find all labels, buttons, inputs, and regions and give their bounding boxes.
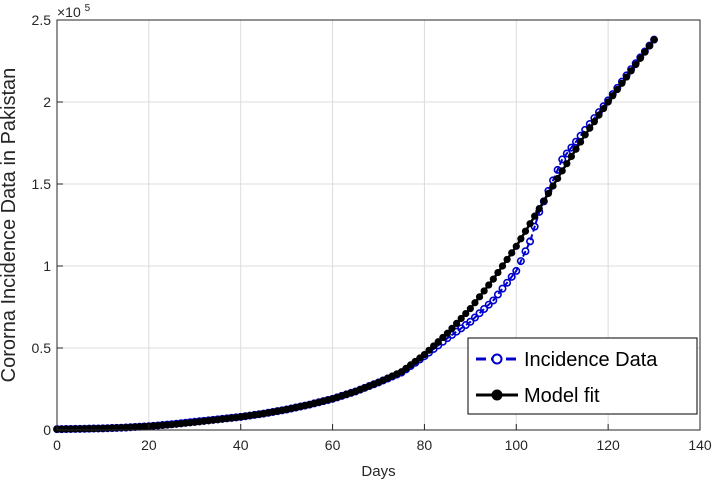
data-point: [489, 275, 497, 283]
y-tick-label: 1: [43, 258, 51, 274]
data-point: [448, 324, 456, 332]
data-point: [489, 296, 498, 305]
data-point: [558, 155, 567, 164]
x-tick-label: 80: [417, 437, 433, 453]
data-point: [586, 124, 594, 132]
data-point: [563, 160, 571, 168]
y-tick-label: 2.5: [32, 12, 52, 28]
data-point: [503, 278, 512, 287]
y-axis-title: Cororna Incidence Data in Pakistan: [0, 68, 20, 383]
data-point: [613, 85, 621, 94]
data-point: [540, 197, 548, 205]
data-point: [627, 67, 635, 75]
legend-label: Incidence Data: [524, 349, 658, 371]
x-tick-label: 60: [325, 437, 341, 453]
data-point: [595, 111, 603, 119]
data-point: [485, 281, 493, 289]
data-point: [475, 309, 484, 318]
data-point: [462, 309, 470, 318]
data-point: [609, 92, 617, 100]
data-point: [475, 293, 484, 301]
data-point: [645, 42, 654, 50]
legend-item: Incidence Data: [476, 349, 658, 371]
legend-item: Model fit: [476, 385, 600, 407]
data-point: [494, 268, 502, 277]
data-point: [641, 48, 649, 56]
data-point: [512, 242, 520, 250]
data-point: [567, 152, 576, 161]
data-point: [572, 145, 580, 153]
data-point: [544, 189, 553, 198]
data-point: [558, 167, 566, 175]
data-point: [622, 73, 631, 81]
data-point: [493, 290, 502, 299]
data-point: [576, 138, 585, 146]
x-tick-label: 140: [688, 437, 712, 453]
data-point: [457, 314, 465, 323]
data-point: [512, 266, 521, 275]
legend-box: [467, 337, 698, 415]
data-point: [636, 54, 644, 62]
data-point: [632, 61, 640, 69]
data-point: [434, 338, 442, 346]
y-tick-label: 2: [43, 94, 51, 110]
data-point: [517, 235, 525, 243]
data-point: [521, 227, 530, 235]
legend-marker: [491, 353, 503, 365]
data-point: [430, 342, 438, 350]
data-point: [498, 262, 507, 270]
data-point: [618, 79, 626, 87]
data-point: [554, 174, 562, 183]
data-point: [471, 299, 479, 307]
x-tick-label: 0: [53, 437, 61, 453]
data-point: [604, 98, 612, 106]
x-tick-label: 40: [233, 437, 249, 453]
x-tick-label: 120: [596, 437, 620, 453]
data-point: [452, 319, 461, 327]
legend: Incidence Data Model fit: [467, 337, 698, 415]
plot-frame: [56, 19, 701, 431]
data-point: [590, 118, 598, 126]
series-model-fit: [53, 36, 658, 433]
y-axis-exponent: ×10 5: [57, 3, 91, 20]
data-point: [466, 317, 475, 326]
series-layer: [52, 35, 659, 434]
data-point: [581, 131, 589, 139]
x-tick-label: 100: [505, 437, 529, 453]
data-point: [507, 272, 516, 281]
x-tick-label: 20: [141, 437, 157, 453]
y-tick-label: 1.5: [32, 176, 52, 192]
data-point: [535, 205, 543, 213]
data-point: [443, 329, 451, 337]
data-point: [470, 313, 479, 322]
data-point: [508, 249, 516, 257]
data-point: [549, 182, 557, 190]
data-point: [531, 212, 539, 220]
data-point: [503, 255, 511, 264]
legend-label: Model fit: [524, 385, 600, 407]
x-axis-title: Days: [361, 463, 395, 480]
data-point: [498, 284, 507, 293]
data-point: [526, 220, 534, 228]
data-point: [484, 300, 493, 309]
data-point: [466, 305, 474, 313]
y-axis-exponent-base: ×10: [57, 4, 81, 20]
data-point: [480, 304, 489, 313]
data-point: [650, 36, 658, 44]
data-point: [480, 287, 488, 295]
legend-marker: [491, 389, 503, 401]
data-point: [516, 257, 525, 266]
data-point: [526, 237, 535, 246]
data-point: [420, 350, 429, 359]
data-point: [599, 104, 608, 113]
y-tick-label: 0: [43, 422, 51, 438]
y-tick-label: 0.5: [32, 340, 52, 356]
y-axis-exponent-power: 5: [85, 3, 91, 14]
data-point: [425, 346, 433, 354]
data-point: [439, 333, 447, 342]
tick-layer: 0 20 40 60 80 100 120 140 0 0.5 1 1.5 2 2.5: [32, 12, 712, 453]
data-point: [521, 247, 530, 256]
